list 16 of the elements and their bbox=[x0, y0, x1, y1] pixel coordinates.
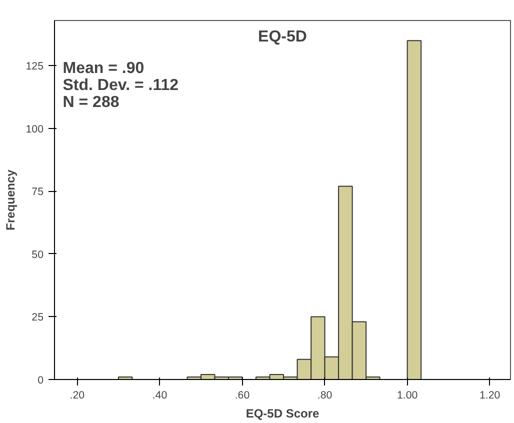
y-tick-label: 25 bbox=[32, 312, 44, 324]
x-axis-title: EQ-5D Score bbox=[246, 406, 320, 420]
y-tick-label: 75 bbox=[32, 186, 44, 198]
x-tick-label: 1.00 bbox=[396, 390, 418, 402]
x-tick-label: 1.20 bbox=[479, 390, 500, 402]
y-tick-label: 125 bbox=[26, 60, 44, 73]
x-tick-label: .40 bbox=[152, 390, 168, 402]
x-tick-label: .80 bbox=[317, 390, 332, 402]
y-tick-label: 50 bbox=[32, 248, 44, 261]
y-axis-title: Frequency bbox=[4, 169, 18, 230]
x-tick-label: .60 bbox=[234, 390, 250, 402]
y-tick-label: 0 bbox=[38, 374, 44, 386]
annotation: Mean = .90 Std. Dev. = .112 N = 288 bbox=[62, 60, 179, 111]
y-tick-label: 100 bbox=[26, 123, 44, 136]
text: EQ-5D bbox=[258, 28, 307, 46]
x-tick-label: .20 bbox=[70, 390, 85, 402]
